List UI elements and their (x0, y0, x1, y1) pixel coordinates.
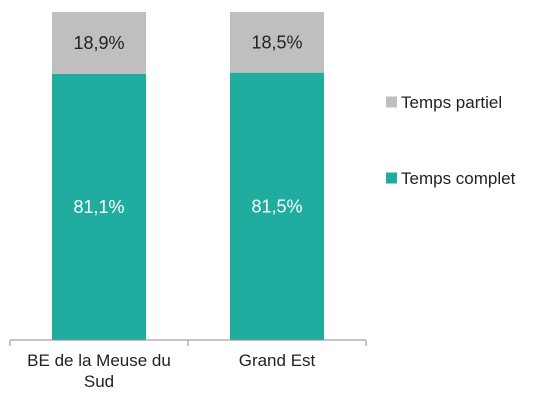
legend: Temps partiel Temps complet (386, 93, 516, 188)
data-label-temps-partiel-be-de-la-meuse-du-sud: 18,9% (73, 33, 124, 53)
bar-temps-complet-grand-est (230, 72, 324, 341)
bar-temps-complet-be-de-la-meuse-du-sud (52, 73, 146, 340)
x-tick-label-grand-est: Grand Est (239, 351, 316, 370)
legend-label-temps-partiel: Temps partiel (401, 93, 502, 112)
bar-temps-partiel-grand-est (230, 12, 324, 73)
bar-temps-partiel-be-de-la-meuse-du-sud (52, 12, 146, 74)
data-label-temps-complet-be-de-la-meuse-du-sud: 81,1% (73, 197, 124, 217)
x-tick-label-be-de-la-meuse-du-sud: BE de la Meuse du Sud (27, 351, 171, 391)
legend-swatch-temps-complet (386, 172, 397, 184)
plot-area: 81,1% 18,9% 81,5% 18,5% BE de la Meuse du Sud… (9, 12, 367, 391)
legend-swatch-temps-partiel (386, 96, 397, 108)
data-label-temps-complet-grand-est: 81,5% (251, 196, 302, 216)
legend-label-temps-complet: Temps complet (401, 169, 516, 188)
data-label-temps-partiel-grand-est: 18,5% (251, 32, 302, 52)
